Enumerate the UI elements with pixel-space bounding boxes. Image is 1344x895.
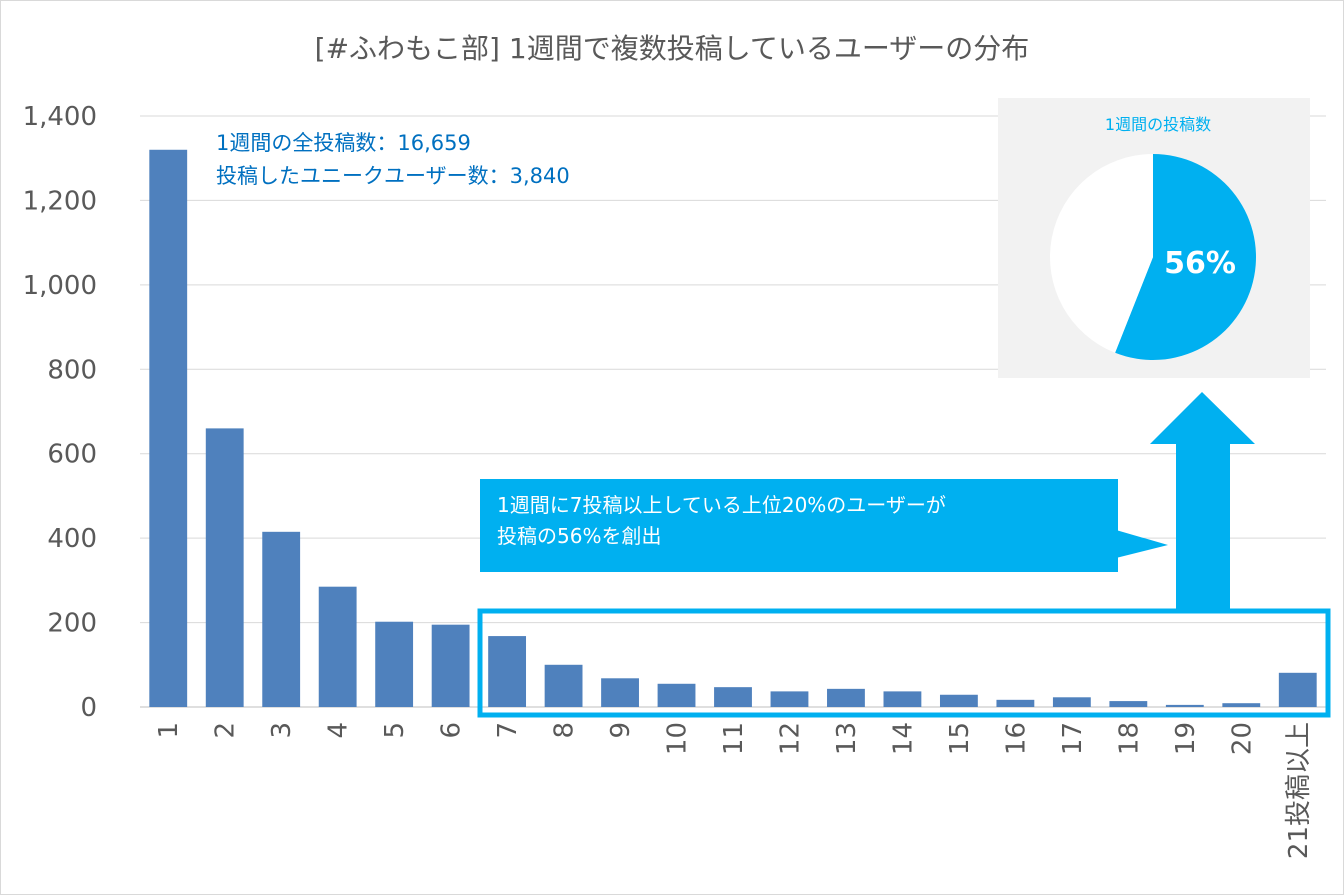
x-tick-label: 15 [945, 722, 975, 755]
x-tick-label: 4 [324, 722, 354, 739]
y-tick-label: 600 [47, 440, 97, 470]
x-tick-label: 7 [493, 722, 523, 739]
pie-slice [1050, 154, 1153, 353]
bar [262, 531, 301, 707]
unique-users-text: 投稿したユニークユーザー数：3,840 [216, 164, 570, 188]
pie-title: 1週間の投稿数 [1105, 115, 1211, 134]
pie-slice [1115, 154, 1257, 361]
bar [601, 678, 639, 707]
bar [770, 691, 809, 707]
x-axis-tick-labels: 1 2 3 4 5 6 7 8 9 10 11 12 13 14 15 16 17 18 19 20 21投稿以上 [154, 722, 1314, 859]
callout-line-2: 投稿の56%を創出 [497, 524, 661, 548]
bar [1052, 697, 1091, 707]
bar-series [149, 149, 1317, 707]
pie-slices [1050, 154, 1257, 361]
x-tick-label: 21投稿以上 [1284, 722, 1314, 859]
bar [1165, 704, 1204, 707]
x-tick-label: 6 [437, 722, 467, 739]
x-tick-label: 16 [1001, 722, 1031, 755]
chart-title: [#ふわもこ部] 1週間で複数投稿しているユーザーの分布 [315, 32, 1030, 65]
y-tick-label: 800 [47, 355, 97, 385]
y-tick-label: 1,400 [23, 102, 97, 132]
callout-box [480, 479, 1118, 572]
bar [883, 691, 922, 707]
x-tick-label: 18 [1114, 722, 1144, 755]
x-tick-label: 5 [380, 722, 410, 739]
bar [1222, 703, 1261, 707]
bar [996, 699, 1035, 707]
pie-chart: 1週間の投稿数 56% [998, 98, 1310, 378]
x-tick-label: 12 [775, 722, 805, 755]
x-tick-label: 10 [663, 722, 693, 755]
x-tick-label: 14 [888, 722, 918, 755]
bar [657, 683, 696, 707]
x-tick-label: 2 [211, 722, 241, 739]
x-tick-label: 17 [1058, 722, 1088, 755]
total-posts-text: 1週間の全投稿数：16,659 [216, 131, 471, 155]
x-tick-label: 11 [719, 722, 749, 755]
bar [431, 624, 470, 707]
callout-line-1: 1週間に7投稿以上している上位20%のユーザーが [497, 493, 946, 517]
x-tick-label: 20 [1227, 722, 1257, 755]
bar [1109, 701, 1148, 707]
y-tick-label: 400 [47, 524, 97, 554]
bar [318, 586, 357, 707]
bar [488, 636, 527, 707]
bar [1278, 672, 1317, 707]
bar [149, 149, 188, 707]
bar [375, 621, 414, 707]
bar [827, 688, 865, 707]
pie-slice-label: 56% [1164, 246, 1236, 281]
bar [714, 687, 752, 707]
x-tick-label: 8 [550, 722, 580, 739]
x-tick-label: 19 [1171, 722, 1201, 755]
y-tick-label: 0 [80, 693, 97, 723]
x-tick-label: 3 [267, 722, 297, 739]
y-axis-tick-labels: 0 200 400 600 800 1,000 1,200 1,400 [23, 102, 97, 723]
callout: 1週間に7投稿以上している上位20%のユーザーが 投稿の56%を創出 [480, 479, 1168, 572]
bar [939, 694, 978, 707]
y-tick-label: 1,000 [23, 271, 97, 301]
y-tick-label: 200 [47, 609, 97, 639]
bar [205, 428, 244, 707]
x-tick-label: 1 [154, 722, 184, 739]
x-tick-label: 13 [832, 722, 862, 755]
y-tick-label: 1,200 [23, 186, 97, 216]
up-arrow [1150, 392, 1255, 611]
x-tick-label: 9 [606, 722, 636, 739]
callout-pointer [1116, 530, 1168, 558]
bar [544, 664, 583, 707]
highlight-box [477, 608, 1331, 718]
